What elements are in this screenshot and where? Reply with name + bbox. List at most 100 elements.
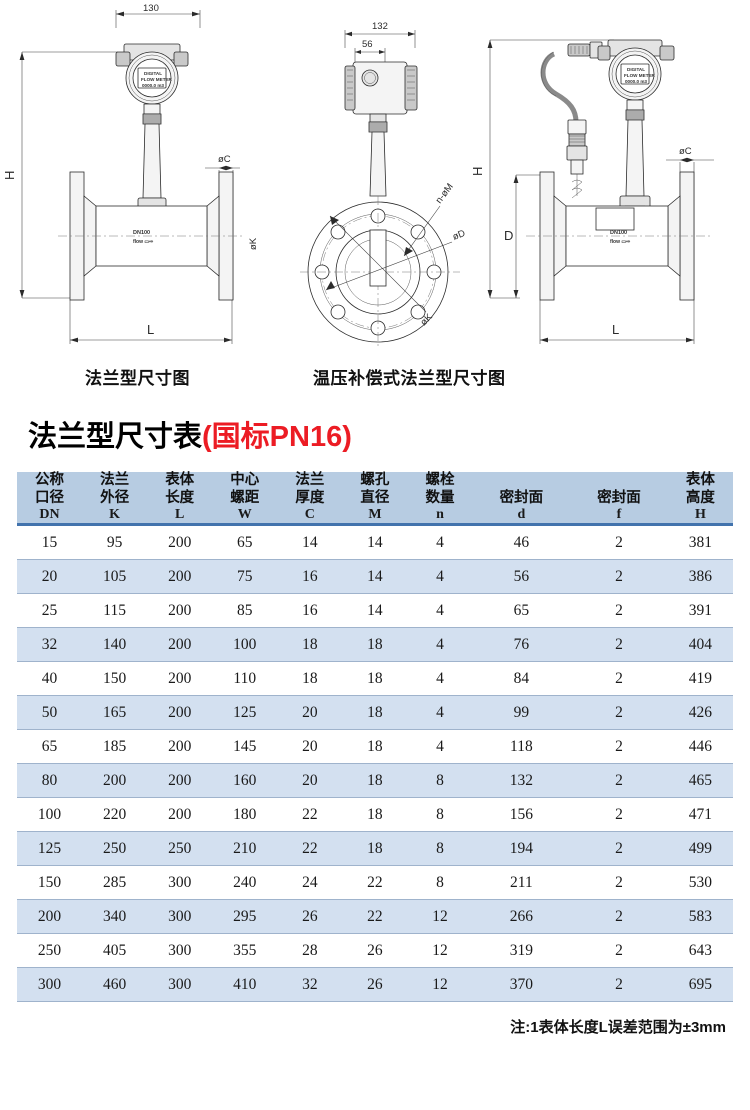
- drawing-caption-compensated: 温压补偿式法兰型尺寸图: [313, 369, 506, 388]
- table-cell: 2: [570, 661, 668, 697]
- table-cell: 85: [212, 593, 278, 629]
- table-cell: 14: [342, 524, 408, 561]
- table-cell: 200: [147, 524, 213, 561]
- col-header-d: 密封面: [472, 471, 571, 508]
- col-symbol-l: L: [147, 507, 213, 527]
- table-cell: 2: [570, 593, 668, 629]
- col-header-dn: 公称 口径: [17, 471, 83, 508]
- svg-text:DN100: DN100: [610, 230, 627, 236]
- table-cell: 4: [407, 695, 473, 731]
- table-cell: 200: [147, 729, 213, 765]
- table-cell: 105: [82, 559, 148, 595]
- label-inner-diameter: øD: [451, 228, 467, 243]
- table-cell: 65: [472, 593, 571, 629]
- table-cell: 4: [407, 661, 473, 697]
- table-cell: 76: [472, 627, 571, 663]
- dimension-height-H-right: [487, 39, 614, 299]
- label-bolt-holes: n-øM: [434, 181, 456, 205]
- table-cell: 2: [570, 763, 668, 799]
- table-cell: 75: [212, 559, 278, 595]
- table-cell: 2: [570, 831, 668, 867]
- table-cell: 50: [17, 695, 83, 731]
- table-header-symbol-row: DN K L W C M n d f H: [17, 507, 733, 527]
- table-cell: 8: [407, 797, 473, 833]
- table-cell: 4: [407, 729, 473, 765]
- table-cell: 20: [277, 763, 343, 799]
- table-cell: 40: [17, 661, 83, 697]
- table-cell: 370: [472, 967, 571, 1003]
- table-cell: 381: [667, 524, 733, 561]
- dimension-length-L-right: [539, 300, 695, 344]
- table-cell: 250: [17, 933, 83, 969]
- table-cell: 20: [277, 695, 343, 731]
- table-cell: 2: [570, 524, 668, 561]
- col-symbol-dn: DN: [17, 507, 83, 527]
- table-cell: 300: [147, 865, 213, 901]
- table-row: 32 140 200 100 18 18 4 76 2 404: [17, 627, 733, 663]
- table-cell: 16: [277, 593, 343, 629]
- temp-pressure-compensated-drawing: DIGITAL FLOW METER 0000.0 m3 DN100 flow …: [470, 39, 714, 344]
- table-cell: 200: [82, 763, 148, 799]
- table-cell: 100: [17, 797, 83, 833]
- table-cell: 18: [277, 661, 343, 697]
- table-cell: 200: [147, 627, 213, 663]
- svg-text:flow ▭⇨: flow ▭⇨: [610, 239, 631, 245]
- table-row: 150 285 300 240 24 22 8 211 2 530: [17, 865, 733, 901]
- table-cell: 160: [212, 763, 278, 799]
- table-cell: 8: [407, 763, 473, 799]
- table-cell: 165: [82, 695, 148, 731]
- col-header-m: 螺孔 直径: [342, 471, 408, 508]
- table-cell: 125: [17, 831, 83, 867]
- table-cell: 12: [407, 967, 473, 1003]
- table-cell: 65: [17, 729, 83, 765]
- table-row: 25 115 200 85 16 14 4 65 2 391: [17, 593, 733, 629]
- dimension-length-L: [69, 300, 233, 344]
- table-cell: 391: [667, 593, 733, 629]
- table-cell: 8: [407, 865, 473, 901]
- table-cell: 150: [17, 865, 83, 901]
- technical-drawings-panel: DIGITAL FLOW METER 0000.0 m3 DN100 flow …: [0, 0, 750, 400]
- table-cell: 2: [570, 933, 668, 969]
- svg-text:DIGITAL: DIGITAL: [144, 71, 162, 76]
- table-row: 80 200 200 160 20 18 8 132 2 465: [17, 763, 733, 799]
- meter-neck: [137, 103, 167, 221]
- pipe-body-right: DN100 flow ▭⇨: [526, 171, 712, 301]
- table-cell: 4: [407, 593, 473, 629]
- dimension-width-130: [115, 10, 201, 28]
- col-header-k: 法兰 外径: [82, 471, 148, 508]
- label-height-H: H: [2, 171, 17, 180]
- table-cell: 32: [17, 627, 83, 663]
- table-cell: 4: [407, 524, 473, 561]
- table-cell: 465: [667, 763, 733, 799]
- col-symbol-c: C: [277, 507, 343, 527]
- dimension-height-H: [19, 51, 118, 299]
- table-cell: 84: [472, 661, 571, 697]
- transmitter-housing-side: [344, 61, 418, 197]
- svg-text:0000.0 m3: 0000.0 m3: [625, 79, 647, 84]
- flange-face: [300, 196, 460, 348]
- table-cell: 118: [472, 729, 571, 765]
- table-cell: 18: [342, 797, 408, 833]
- table-cell: 24: [277, 865, 343, 901]
- table-cell: 132: [472, 763, 571, 799]
- table-cell: 2: [570, 559, 668, 595]
- table-cell: 2: [570, 899, 668, 935]
- label-length-L: L: [147, 322, 154, 337]
- dimension-table-section: 法兰型尺寸表(国标PN16) 公称 口径 法兰 外径 表体 长度 中心 螺距 法…: [0, 400, 750, 1037]
- table-cell: 643: [667, 933, 733, 969]
- table-cell: 386: [667, 559, 733, 595]
- table-cell: 8: [407, 831, 473, 867]
- transmitter-housing: DIGITAL FLOW METER 0000.0 m3: [115, 43, 189, 105]
- table-row: 20 105 200 75 16 14 4 56 2 386: [17, 559, 733, 595]
- table-cell: 26: [342, 933, 408, 969]
- col-header-w: 中心 螺距: [212, 471, 278, 508]
- table-cell: 156: [472, 797, 571, 833]
- table-cell: 530: [667, 865, 733, 901]
- table-cell: 140: [82, 627, 148, 663]
- table-cell: 100: [212, 627, 278, 663]
- table-cell: 200: [147, 593, 213, 629]
- table-cell: 2: [570, 729, 668, 765]
- table-cell: 300: [17, 967, 83, 1003]
- col-symbol-d: d: [472, 507, 571, 527]
- table-cell: 18: [342, 661, 408, 697]
